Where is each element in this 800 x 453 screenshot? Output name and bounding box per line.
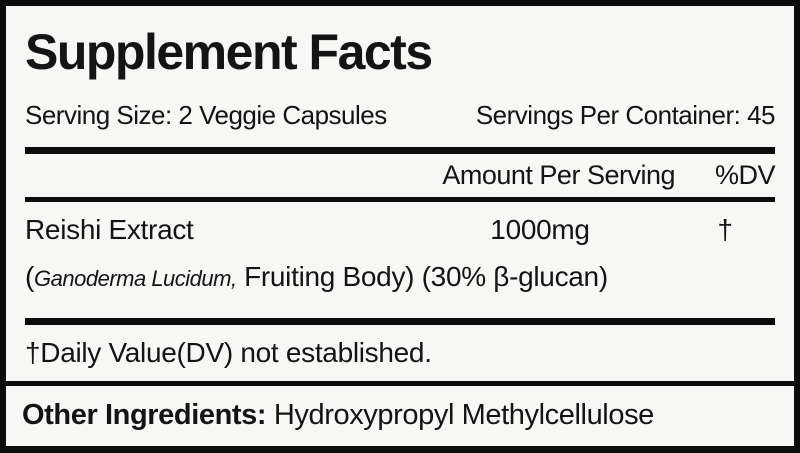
panel-title: Supplement Facts: [25, 24, 433, 80]
amount-per-serving-header: Amount Per Serving: [442, 160, 675, 190]
supplement-facts-panel: Supplement Facts Serving Size: 2 Veggie …: [6, 26, 794, 381]
medium-rule: [25, 197, 775, 202]
serving-info-row: Serving Size: 2 Veggie Capsules Servings…: [25, 96, 776, 134]
daily-value-footnote: †Daily Value(DV) not established.: [25, 337, 432, 368]
ingredient-description: (Ganoderma Lucidum, Fruiting Body) (30% …: [25, 257, 775, 299]
ingredient-row: Reishi Extract 1000mg †: [25, 202, 775, 249]
column-header-row: Amount Per Serving %DV: [25, 154, 775, 197]
ingredient-latin-name: Ganoderma Lucidum,: [34, 266, 237, 291]
description-open-paren: (: [25, 261, 35, 292]
serving-size-text: Serving Size: 2 Veggie Capsules: [25, 100, 387, 130]
ingredient-name: Reishi Extract: [25, 214, 194, 245]
other-ingredients-value: Hydroxypropyl Methylcellulose: [273, 399, 654, 431]
section-divider: [6, 381, 794, 386]
description-rest: Fruiting Body) (30% β-glucan): [236, 261, 608, 292]
other-ingredients-panel: Other Ingredients: Hydroxypropyl Methylc…: [6, 386, 794, 434]
other-ingredients-label: Other Ingredients:: [22, 399, 267, 431]
percent-dv-header: %DV: [714, 160, 776, 190]
thick-rule-top: [25, 147, 775, 154]
servings-per-container-text: Servings Per Container: 45: [475, 100, 776, 130]
ingredient-amount: 1000mg: [490, 214, 590, 245]
ingredient-dv-dagger: †: [717, 214, 733, 245]
thick-rule-bottom: [25, 318, 775, 325]
